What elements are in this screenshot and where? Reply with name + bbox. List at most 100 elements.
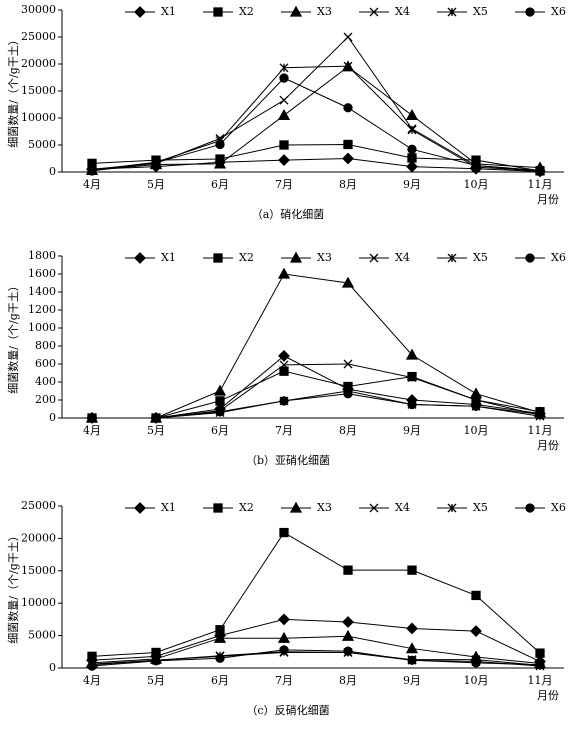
marker (87, 661, 97, 671)
legend-label: X2 (239, 501, 254, 514)
series-line (91, 36, 541, 171)
marker (343, 389, 353, 399)
y-tick-label: 10000 (21, 111, 56, 124)
y-tick-label: 600 (35, 357, 56, 370)
marker (151, 158, 161, 168)
marker (279, 645, 289, 655)
marker (277, 631, 291, 643)
x-tick-label: 5月 (147, 178, 165, 191)
y-tick-label: 0 (49, 165, 56, 178)
x-tick-label: 9月 (403, 178, 421, 191)
marker (469, 387, 483, 399)
legend-marker (213, 503, 223, 513)
marker (215, 396, 225, 406)
legend-marker (134, 6, 146, 18)
series-line (91, 157, 541, 172)
x-tick-label: 10月 (464, 178, 489, 191)
marker (405, 642, 419, 654)
legend-label: X6 (551, 5, 566, 18)
y-tick-label: 400 (35, 375, 56, 388)
legend-marker (369, 253, 379, 263)
x-tick-label: 9月 (403, 674, 421, 687)
marker (407, 399, 417, 410)
y-tick-label: 200 (35, 393, 56, 406)
x-tick-label: 8月 (339, 674, 357, 687)
marker (407, 144, 417, 154)
marker (343, 103, 353, 113)
legend-label: X3 (317, 251, 332, 264)
legend-label: X6 (551, 251, 566, 264)
marker (279, 63, 289, 73)
x-tick-label: 6月 (211, 178, 229, 191)
x-axis-label: 月份 (537, 193, 559, 206)
x-tick-label: 9月 (403, 424, 421, 437)
legend-label: X3 (317, 501, 332, 514)
legend-label: X2 (239, 5, 254, 18)
marker (151, 413, 161, 423)
marker (471, 160, 481, 171)
marker (343, 61, 353, 71)
marker (277, 108, 291, 120)
marker (406, 160, 418, 173)
chart-caption: （c）反硝化细菌 (246, 703, 329, 717)
x-tick-label: 8月 (339, 424, 357, 437)
marker (279, 360, 289, 370)
marker (471, 590, 481, 601)
y-tick-label: 15000 (21, 564, 56, 577)
marker (215, 139, 225, 150)
marker (279, 95, 289, 105)
marker (215, 407, 225, 417)
marker (471, 401, 481, 411)
marker (279, 73, 289, 83)
marker (405, 108, 419, 120)
series-line (91, 77, 541, 172)
legend-label: X3 (317, 5, 332, 18)
legend-label: X1 (161, 5, 176, 18)
marker (405, 348, 419, 360)
x-tick-label: 8月 (339, 178, 357, 191)
x-tick-label: 6月 (211, 424, 229, 437)
legend-label: X4 (395, 5, 410, 18)
x-tick-label: 7月 (275, 178, 293, 191)
legend-label: X4 (395, 501, 410, 514)
x-axis-label: 月份 (537, 439, 559, 452)
x-tick-label: 4月 (83, 424, 101, 437)
x-tick-label: 5月 (147, 674, 165, 687)
y-tick-label: 5000 (28, 629, 56, 642)
y-tick-label: 25000 (21, 30, 56, 43)
legend-marker (447, 253, 457, 263)
marker (215, 653, 225, 663)
marker (343, 139, 353, 150)
marker (277, 267, 291, 279)
y-axis-label: 细菌数量/（个/g干土） (7, 34, 20, 147)
legend-marker (525, 503, 535, 513)
marker (278, 154, 290, 167)
legend-label: X1 (161, 251, 176, 264)
marker (341, 276, 355, 288)
legend-label: X6 (551, 501, 566, 514)
series-line (91, 649, 541, 667)
series-line (91, 65, 541, 172)
x-tick-label: 11月 (528, 178, 553, 191)
y-tick-label: 5000 (28, 138, 56, 151)
x-tick-label: 6月 (211, 674, 229, 687)
marker (279, 366, 289, 376)
marker (407, 373, 417, 382)
series-line (92, 273, 541, 419)
legend-marker (289, 251, 303, 263)
x-tick-label: 4月 (83, 178, 101, 191)
x-tick-label: 10月 (464, 674, 489, 687)
marker (279, 396, 289, 406)
x-tick-label: 11月 (528, 424, 553, 437)
marker (279, 140, 289, 150)
x-axis-label: 月份 (537, 689, 559, 702)
x-tick-label: 4月 (83, 674, 101, 687)
legend-marker (134, 252, 146, 264)
series-line (91, 66, 541, 171)
y-tick-label: 800 (35, 339, 56, 352)
legend-label: X4 (395, 251, 410, 264)
marker (407, 565, 417, 575)
marker (213, 631, 227, 643)
y-tick-label: 1800 (28, 249, 56, 262)
y-axis-label: 细菌数量/（个/g干土） (7, 280, 20, 393)
